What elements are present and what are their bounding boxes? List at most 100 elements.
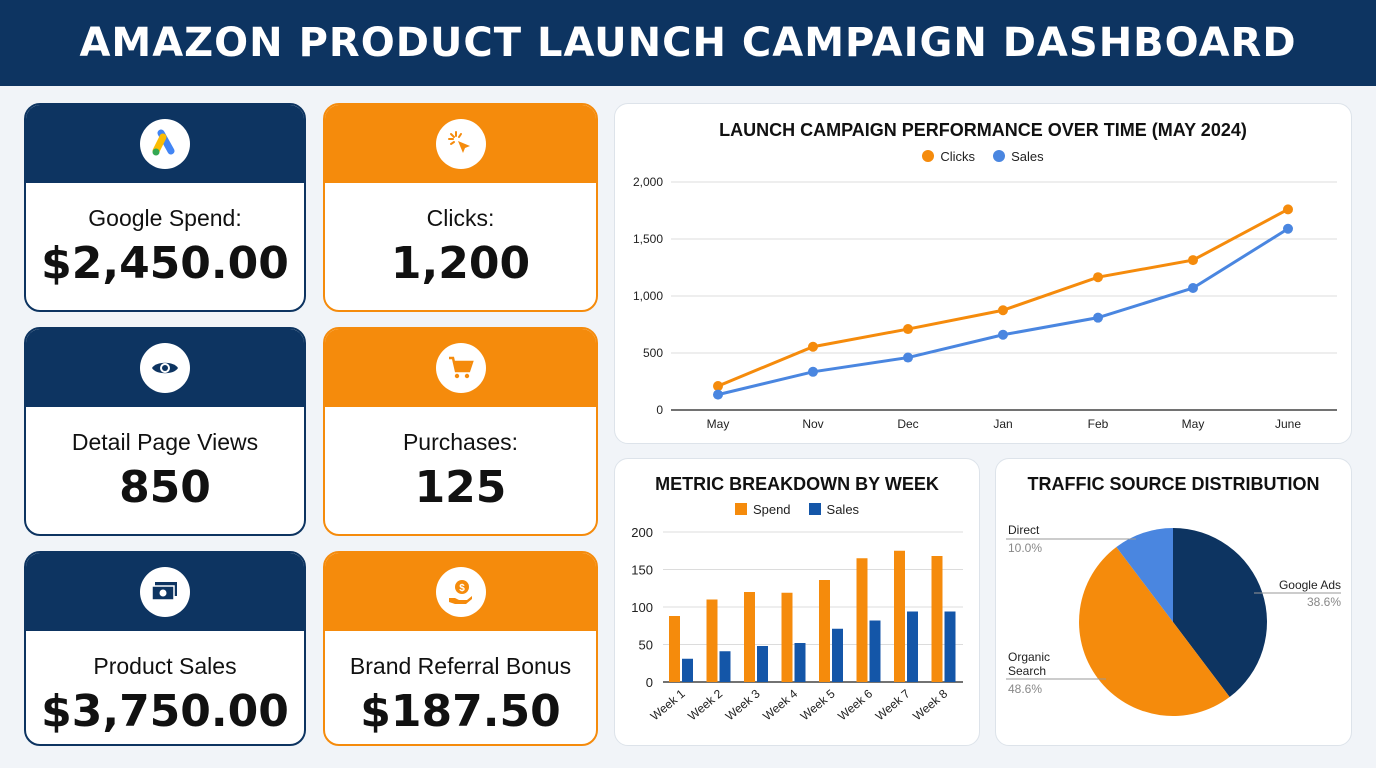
y-tick-label: 0 — [656, 403, 663, 417]
line-chart-legend: Clicks Sales — [615, 149, 1351, 164]
bar-sales — [757, 646, 768, 682]
data-point-clicks — [808, 341, 818, 352]
legend-sales: Sales — [993, 149, 1044, 164]
bar-chart-panel: METRIC BREAKDOWN BY WEEK Spend Sales 0 50… — [614, 458, 980, 746]
data-point-clicks — [713, 381, 723, 392]
kpi-label: Clicks: — [426, 205, 495, 231]
data-point-clicks — [998, 305, 1008, 316]
x-tick-label: Feb — [1088, 417, 1109, 431]
shopping-cart-icon — [435, 343, 486, 393]
line-chart-title: LAUNCH CAMPAIGN PERFORMANCE OVER TIME (M… — [719, 120, 1247, 140]
line-chart-panel: LAUNCH CAMPAIGN PERFORMANCE OVER TIME (M… — [614, 103, 1352, 444]
y-tick-label: 1,500 — [633, 232, 663, 246]
slice-pct: 10.0% — [1008, 541, 1042, 555]
bar-chart-title: METRIC BREAKDOWN BY WEEK — [655, 474, 939, 494]
y-tick-label: 2,000 — [633, 175, 663, 189]
data-point-sales — [1188, 283, 1198, 294]
google-ads-icon — [140, 119, 190, 169]
slice-label: Organic — [1008, 650, 1050, 664]
kpi-value: $187.50 — [360, 686, 561, 737]
slice-label: Google Ads — [1279, 578, 1341, 592]
bar-sales — [869, 620, 881, 682]
x-tick-label: Week 6 — [835, 686, 875, 723]
kpi-label: Purchases: — [402, 429, 519, 455]
pie-slice — [1079, 546, 1230, 716]
hand-coin-icon: $ — [435, 567, 486, 617]
kpi-card: Detail Page Views 850 — [24, 327, 306, 536]
series-line-clicks — [717, 208, 1289, 388]
bar-sales — [719, 651, 731, 682]
cash-icon — [140, 567, 190, 617]
data-point-clicks — [1093, 272, 1103, 283]
bar-spend — [669, 616, 680, 682]
x-tick-label: May — [707, 417, 730, 431]
kpi-label: Brand Referral Bonus — [349, 653, 572, 679]
data-point-clicks — [1283, 204, 1293, 215]
bar-spend — [894, 550, 905, 682]
kpi-card: $ Brand Referral Bonus $187.50 — [323, 551, 598, 746]
legend-clicks: Clicks — [922, 149, 975, 164]
bar-sales — [682, 658, 693, 682]
bar-spend — [856, 558, 868, 682]
line-chart: 0 500 1,000 1,500 2,000 May Nov Dec Jan Feb May Jun… — [633, 175, 1337, 431]
bar-spend — [931, 556, 943, 682]
x-tick-label: Dec — [897, 417, 918, 431]
pie-slice — [1116, 528, 1173, 622]
data-point-sales — [713, 389, 723, 400]
data-point-sales — [1283, 223, 1293, 234]
kpi-value: $3,750.00 — [41, 686, 289, 737]
x-tick-label: Week 1 — [648, 686, 688, 723]
kpi-value: 1,200 — [390, 238, 531, 289]
y-tick-label: 150 — [631, 563, 653, 578]
bar-sales — [944, 611, 956, 682]
x-tick-label: Week 4 — [760, 686, 800, 723]
bar-sales — [794, 643, 806, 682]
pie-chart-title: TRAFFIC SOURCE DISTRIBUTION — [1027, 474, 1320, 494]
kpi-label: Google Spend: — [88, 205, 242, 231]
bar-spend — [781, 592, 793, 682]
kpi-card: Purchases: 125 — [323, 327, 598, 536]
kpi-card: Clicks: 1,200 — [323, 103, 598, 312]
pie-chart-panel: TRAFFIC SOURCE DISTRIBUTION Google Ads 38… — [995, 458, 1352, 746]
y-tick-label: 200 — [631, 525, 653, 540]
slice-label: Direct — [1008, 523, 1040, 537]
data-point-sales — [998, 329, 1008, 340]
bar-sales — [907, 611, 918, 682]
bar-spend — [819, 580, 830, 682]
pie-slice — [1173, 528, 1267, 698]
bar-chart-legend: Spend Sales — [615, 502, 979, 517]
x-tick-label: Week 8 — [910, 686, 950, 723]
x-tick-label: June — [1275, 417, 1301, 431]
y-tick-label: 50 — [639, 638, 653, 653]
svg-text:$: $ — [459, 583, 465, 594]
x-tick-label: May — [1182, 417, 1205, 431]
data-point-sales — [1093, 312, 1103, 323]
x-tick-label: Week 7 — [873, 686, 913, 723]
page-title: AMAZON PRODUCT LAUNCH CAMPAIGN DASHBOARD — [79, 20, 1297, 66]
slice-pct: 48.6% — [1008, 682, 1042, 696]
y-tick-label: 500 — [643, 346, 663, 360]
y-tick-label: 0 — [646, 675, 653, 690]
eye-icon — [140, 343, 190, 393]
kpi-value: 125 — [414, 462, 507, 513]
slice-label: Search — [1008, 664, 1046, 678]
data-point-clicks — [1188, 255, 1198, 266]
kpi-value: 850 — [119, 462, 211, 513]
kpi-card: Google Spend: $2,450.00 — [24, 103, 306, 312]
cursor-click-icon — [435, 119, 486, 169]
kpi-label: Product Sales — [93, 653, 237, 679]
data-point-sales — [808, 366, 818, 377]
bar-spend — [706, 599, 718, 682]
x-tick-label: Jan — [993, 417, 1012, 431]
x-tick-label: Week 3 — [723, 686, 763, 723]
data-point-clicks — [903, 324, 913, 335]
header: AMAZON PRODUCT LAUNCH CAMPAIGN DASHBOARD — [0, 0, 1376, 86]
kpi-value: $2,450.00 — [41, 238, 289, 289]
kpi-card: Product Sales $3,750.00 — [24, 551, 306, 746]
bar-sales — [832, 628, 843, 682]
data-point-sales — [903, 352, 913, 363]
bar-spend — [744, 592, 755, 682]
x-tick-label: Nov — [802, 417, 823, 431]
